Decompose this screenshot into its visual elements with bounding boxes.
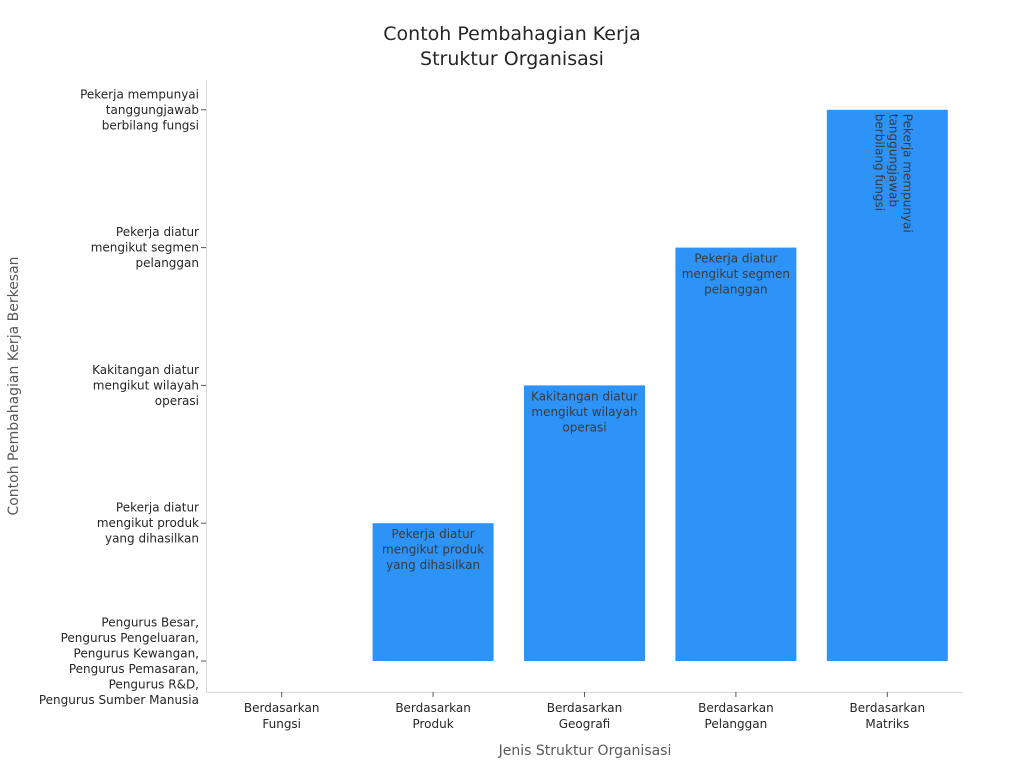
y-tick-label-3-line: mengikut segmen xyxy=(91,241,199,255)
y-tick-label-4-line: Pekerja mempunyai xyxy=(80,87,199,101)
x-axis-label: Jenis Struktur Organisasi xyxy=(498,743,672,759)
y-tick-label-1: Pekerja diatur mengikut produk yang dihasi… xyxy=(97,501,199,546)
x-tick-label-3-line: Pelanggan xyxy=(705,717,768,731)
y-axis-label: Contoh Pembahagian Kerja Berkesan xyxy=(6,256,22,515)
bars: Pekerja diatur mengikut produk yang dihasi… xyxy=(372,109,948,662)
y-tick-label-0-line: Pengurus Kewangan, xyxy=(74,646,199,660)
x-tick-label-0-line: Fungsi xyxy=(262,717,301,731)
y-tick-label-1-line: mengikut produk xyxy=(97,516,199,530)
y-tick-label-3: Pekerja diatur mengikut segmen pelanggan xyxy=(91,225,199,270)
bar-label-2-line: mengikut wilayah xyxy=(531,405,637,419)
y-tick-label-2-line: Kakitangan diatur xyxy=(92,363,199,377)
bar-label-2-line: Kakitangan diatur xyxy=(531,389,638,403)
x-tick-label-2-line: Geografi xyxy=(559,717,611,731)
y-tick-label-3-line: Pekerja diatur xyxy=(116,225,199,239)
chart-title-text-line: Contoh Pembahagian Kerja xyxy=(383,23,640,45)
x-tick-label-2: Berdasarkan Geografi xyxy=(547,701,623,731)
bar-label-3-line: mengikut segmen xyxy=(682,267,790,281)
y-tick-label-2: Kakitangan diatur mengikut wilayah operasi xyxy=(92,363,199,408)
x-tick-label-0: Berdasarkan Fungsi xyxy=(244,701,320,731)
x-tick-label-1: Berdasarkan Produk xyxy=(395,701,471,731)
bar-label-3-line: Pekerja diatur xyxy=(694,252,777,266)
y-tick-label-0-line: Pengurus R&D, xyxy=(109,677,199,691)
bar-2 xyxy=(524,385,645,661)
bar-label-1-line: yang dihasilkan xyxy=(386,558,480,572)
bar-label-4-line: Pekerja mempunyai xyxy=(900,114,914,233)
y-tick-label-1-line: Pekerja diatur xyxy=(116,501,199,515)
y-tick-label-0-line: Pengurus Sumber Manusia xyxy=(39,693,199,707)
y-ticks: Pengurus Besar, Pengurus Pengeluaran, Peng… xyxy=(39,87,206,707)
x-tick-label-3-line: Berdasarkan xyxy=(698,701,774,715)
y-tick-label-4: Pekerja mempunyai tanggungjawab berbilang … xyxy=(80,87,199,132)
bar-4 xyxy=(826,109,948,662)
chart-title-text: Contoh Pembahagian Kerja Struktur Organis… xyxy=(383,23,640,70)
bar-label-4: Pekerja mempunyaitanggungjawabberbilang … xyxy=(872,114,914,233)
y-tick-label-0-line: Pengurus Pemasaran, xyxy=(69,662,199,676)
bar-label-1-line: mengikut produk xyxy=(382,543,484,557)
x-tick-label-4-line: Matriks xyxy=(865,717,909,731)
x-tick-label-1-line: Produk xyxy=(412,717,453,731)
x-tick-label-1-line: Berdasarkan xyxy=(395,701,471,715)
bar-label-1-line: Pekerja diatur xyxy=(392,527,475,541)
bar-label-1: Pekerja diatur mengikut produk yang dihasi… xyxy=(382,527,484,572)
bar-3 xyxy=(675,247,797,661)
y-tick-label-1-line: yang dihasilkan xyxy=(105,532,199,546)
bar-label-2: Kakitangan diatur mengikut wilayah operasi xyxy=(531,389,638,434)
y-tick-label-2-line: mengikut wilayah xyxy=(93,378,199,392)
bar-label-4-line: tanggungjawab xyxy=(886,114,900,207)
y-tick-label-0-line: Pengurus Besar, xyxy=(101,615,199,629)
y-tick-label-0: Pengurus Besar, Pengurus Pengeluaran, Peng… xyxy=(39,615,199,707)
bar-label-3-line: pelanggan xyxy=(704,283,768,297)
chart-title: Contoh Pembahagian Kerja Struktur Organis… xyxy=(383,23,640,70)
y-tick-label-0-line: Pengurus Pengeluaran, xyxy=(61,631,199,645)
bar-label-4-group: Pekerja mempunyaitanggungjawabberbilang … xyxy=(872,114,914,233)
x-tick-label-4-line: Berdasarkan xyxy=(850,701,926,715)
y-tick-label-4-line: tanggungjawab xyxy=(106,103,199,117)
x-tick-label-3: Berdasarkan Pelanggan xyxy=(698,701,774,731)
x-tick-label-2-line: Berdasarkan xyxy=(547,701,623,715)
bar-1 xyxy=(372,523,494,661)
bar-label-4-line: berbilang fungsi xyxy=(872,114,886,211)
y-tick-label-4-line: berbilang fungsi xyxy=(102,118,199,132)
bar-label-2-line: operasi xyxy=(562,420,606,434)
y-tick-label-3-line: pelanggan xyxy=(136,256,200,270)
x-tick-label-0-line: Berdasarkan xyxy=(244,701,320,715)
x-tick-label-4: Berdasarkan Matriks xyxy=(850,701,926,731)
y-tick-label-2-line: operasi xyxy=(155,394,199,408)
chart-title-text-line: Struktur Organisasi xyxy=(420,48,604,70)
bar-label-3: Pekerja diatur mengikut segmen pelanggan xyxy=(682,252,790,297)
